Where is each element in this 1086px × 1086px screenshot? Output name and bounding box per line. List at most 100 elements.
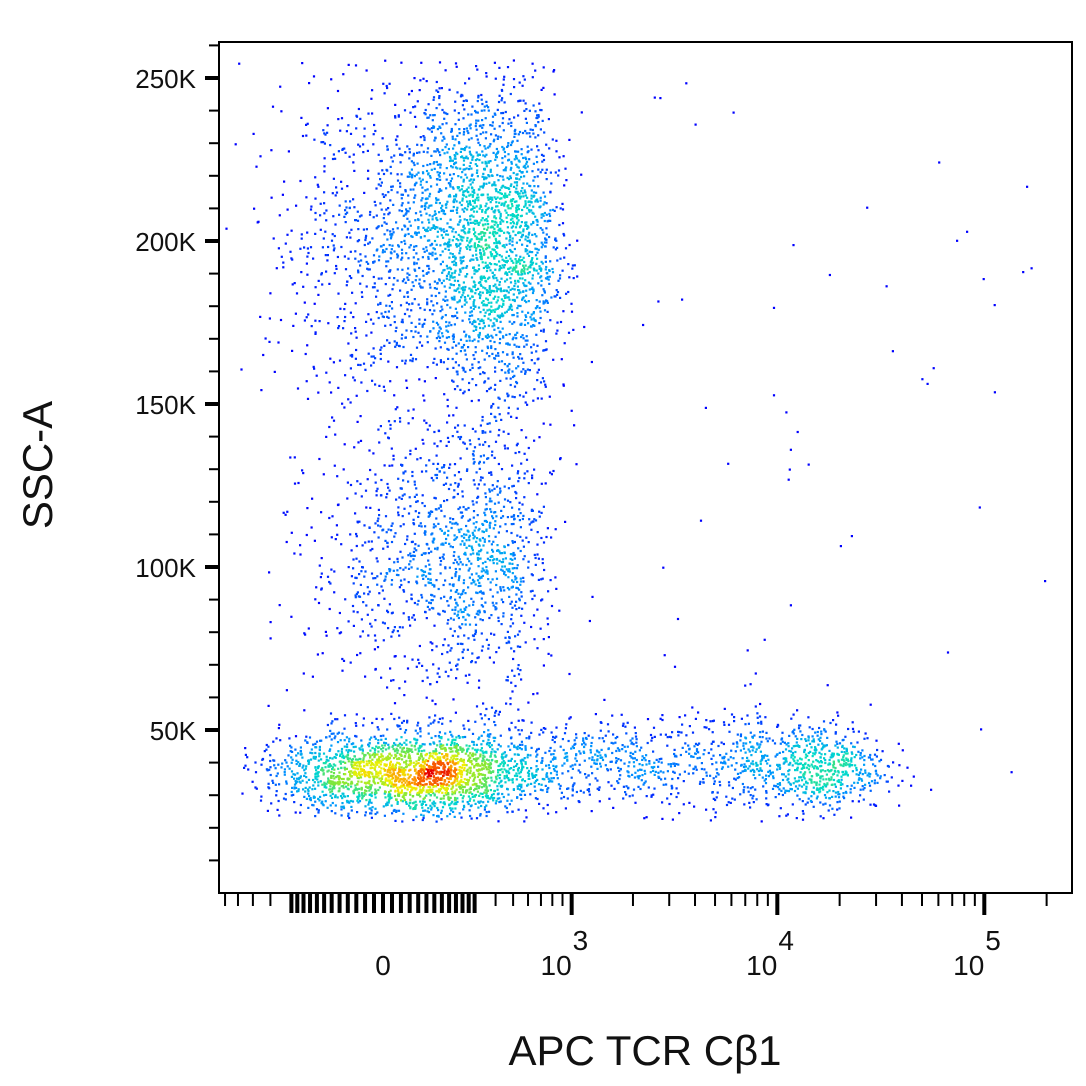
event-point (687, 744, 690, 747)
event-point (317, 811, 320, 814)
event-point (796, 430, 799, 434)
event-point (504, 447, 507, 450)
event-point (600, 748, 603, 751)
event-point (666, 797, 669, 800)
event-point (554, 237, 557, 240)
event-point (361, 274, 364, 278)
event-point (744, 765, 747, 768)
event-point (559, 784, 562, 787)
event-point (352, 610, 355, 613)
event-point (625, 785, 628, 788)
event-point (583, 759, 586, 762)
event-point (397, 477, 400, 480)
event-point (626, 770, 629, 773)
event-point (804, 803, 807, 806)
event-point (526, 368, 529, 371)
event-point (393, 717, 396, 721)
event-point (782, 787, 785, 790)
event-point (285, 761, 288, 764)
event-point (352, 558, 355, 561)
event-point (484, 155, 487, 158)
event-point (386, 728, 389, 731)
event-point (398, 147, 401, 150)
event-point (265, 748, 268, 751)
event-point (462, 582, 465, 585)
event-point (379, 525, 382, 528)
event-point (463, 168, 466, 171)
event-point (449, 521, 452, 524)
event-point (434, 735, 437, 738)
event-point (691, 706, 694, 709)
event-point (476, 496, 479, 499)
event-point (355, 592, 358, 596)
event-point (463, 303, 466, 306)
event-point (445, 178, 448, 181)
event-point (461, 515, 464, 518)
event-point (490, 543, 493, 546)
event-point (520, 148, 523, 151)
event-point (341, 402, 344, 405)
event-point (356, 480, 359, 483)
event-point (470, 562, 473, 565)
event-point (508, 320, 511, 323)
event-point (486, 551, 489, 554)
event-point (401, 318, 404, 321)
event-point (418, 266, 421, 270)
event-point (379, 301, 382, 305)
event-point (533, 638, 536, 641)
event-point (670, 793, 673, 796)
event-point (433, 357, 436, 360)
event-point (449, 218, 452, 221)
event-point (357, 801, 360, 804)
event-point (538, 733, 541, 736)
event-point (515, 586, 518, 589)
event-point (436, 462, 440, 465)
event-point (542, 158, 546, 162)
event-point (494, 366, 497, 369)
event-point (493, 511, 496, 514)
event-point (432, 814, 435, 817)
event-point (442, 583, 445, 587)
event-point (370, 812, 373, 815)
event-point (314, 319, 317, 322)
event-point (921, 378, 924, 381)
event-point (477, 367, 480, 370)
event-point (815, 797, 818, 800)
event-point (652, 726, 656, 729)
event-point (402, 590, 406, 593)
event-point (547, 777, 550, 780)
event-point (475, 705, 479, 708)
event-point (507, 286, 510, 289)
event-point (856, 781, 859, 784)
event-point (404, 456, 407, 459)
event-point (516, 645, 519, 648)
event-point (513, 135, 516, 138)
event-point (376, 575, 379, 578)
event-point (765, 790, 768, 793)
event-point (635, 745, 638, 748)
event-point (485, 131, 488, 134)
event-point (374, 737, 377, 740)
event-point (345, 236, 348, 239)
event-point (566, 797, 569, 800)
event-point (807, 797, 810, 800)
event-point (418, 177, 421, 180)
event-point (538, 322, 541, 325)
event-point (525, 536, 528, 539)
event-point (432, 663, 435, 666)
event-point (517, 708, 520, 711)
event-point (454, 572, 457, 575)
event-point (531, 474, 534, 477)
event-point (493, 502, 497, 505)
event-point (517, 166, 520, 169)
event-point (507, 159, 510, 162)
event-point (418, 318, 421, 321)
event-point (609, 768, 612, 771)
event-point (399, 304, 403, 307)
event-point (408, 157, 411, 160)
event-point (351, 353, 354, 357)
event-point (759, 702, 762, 706)
event-point (302, 472, 305, 475)
event-point (423, 250, 426, 253)
event-point (317, 601, 321, 605)
